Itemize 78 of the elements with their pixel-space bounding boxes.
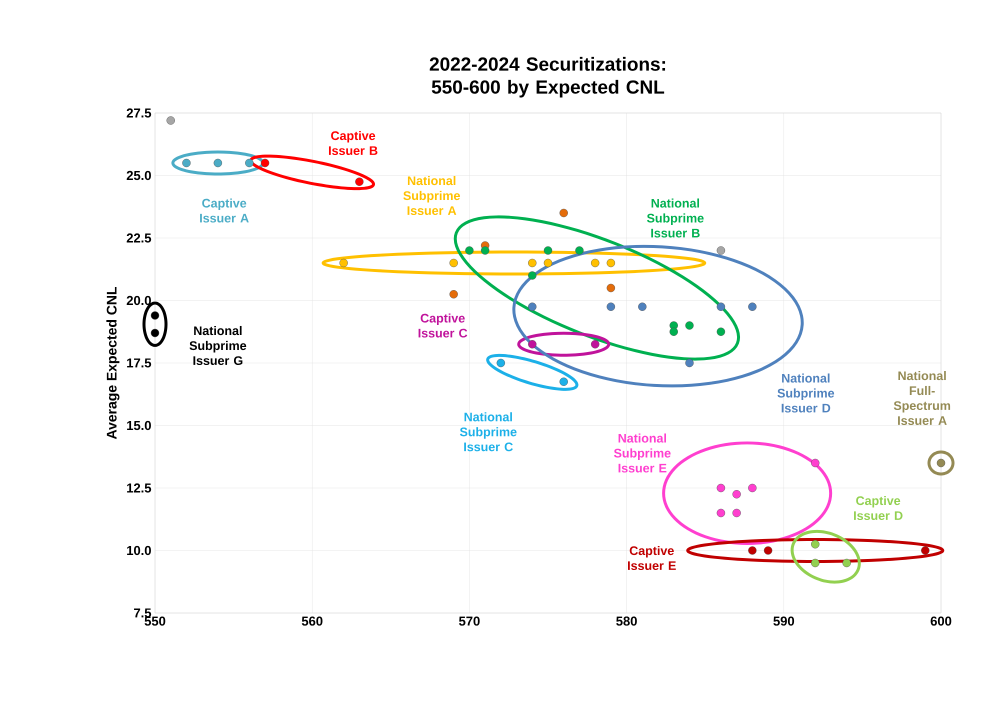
- text: National Subprime Issuer D: [777, 373, 834, 413]
- text: National Subprime Issuer E: [614, 433, 671, 473]
- point: [528, 258, 536, 268]
- point: [528, 302, 536, 311]
- x-tick-label: 590: [773, 616, 794, 626]
- point: [339, 258, 348, 268]
- point: [166, 116, 175, 125]
- point: [606, 302, 616, 311]
- text: National Subprime Issuer C: [460, 412, 517, 452]
- point: [590, 340, 600, 348]
- point: [528, 340, 536, 348]
- point: [732, 508, 741, 518]
- y-tick-label: 27.5: [126, 108, 152, 118]
- x-tick-label: 580: [616, 616, 637, 626]
- x-tick-label: 550: [144, 616, 166, 626]
- point: [842, 558, 851, 568]
- point: [528, 271, 536, 280]
- point: [150, 328, 160, 338]
- point: [921, 546, 930, 555]
- y-tick-label: 25.0: [126, 170, 151, 180]
- text: National Subprime Issuer B: [646, 198, 704, 238]
- point: [811, 558, 820, 568]
- point: [245, 158, 254, 168]
- point: [716, 328, 726, 336]
- point: [449, 290, 458, 298]
- x-tick-label: 570: [459, 616, 480, 626]
- point: [811, 458, 820, 468]
- text: National Subprime Issuer G: [190, 326, 246, 366]
- point: [606, 284, 616, 292]
- point: [811, 540, 820, 548]
- point: [260, 158, 270, 168]
- point: [465, 246, 474, 255]
- point: [716, 508, 726, 518]
- point: [480, 246, 490, 255]
- point: [764, 546, 772, 555]
- point: [716, 246, 726, 255]
- point: [685, 358, 694, 368]
- point: [748, 302, 757, 311]
- chart-title: 2022-2024 Securitizations: 550-600 by Expected CNL: [430, 56, 666, 98]
- point: [544, 246, 552, 255]
- text: National Subprime Issuer A: [403, 176, 460, 216]
- point: [670, 328, 678, 336]
- y-tick-label: 20.0: [126, 296, 151, 306]
- text: Captive Issuer C: [418, 313, 468, 338]
- point: [716, 302, 726, 311]
- point: [716, 484, 726, 492]
- point: [544, 258, 552, 268]
- x-tick-label: 560: [302, 616, 322, 626]
- point: [748, 484, 757, 492]
- y-tick-label: 15.0: [127, 420, 151, 430]
- point: [496, 358, 506, 368]
- y-tick-label: 17.5: [127, 358, 152, 368]
- text: Captive Issuer B: [328, 130, 378, 156]
- text: Captive Issuer D: [854, 496, 903, 520]
- point: [748, 546, 757, 555]
- point: [214, 158, 222, 168]
- point: [150, 311, 160, 320]
- y-tick-label: 12.5: [127, 483, 152, 493]
- point: [560, 208, 568, 218]
- text: National Full-Spectrum Issuer A: [894, 371, 950, 425]
- point: [590, 258, 600, 268]
- y-tick-label: 7.5: [134, 608, 152, 618]
- point: [182, 158, 191, 168]
- point: [638, 302, 647, 311]
- point: [606, 258, 616, 268]
- point: [685, 321, 694, 330]
- y-tick-label: 22.5: [126, 233, 152, 243]
- point: [732, 490, 741, 498]
- text: Captive Issuer E: [628, 546, 676, 570]
- point: [355, 178, 364, 186]
- point: [928, 450, 954, 476]
- y-axis-title: Average Expected CNL: [106, 286, 120, 440]
- point: [449, 258, 458, 268]
- y-tick-label: 10.0: [127, 546, 151, 556]
- point: [560, 378, 568, 386]
- point: [575, 246, 584, 255]
- text: Captive Issuer A: [200, 198, 249, 223]
- x-tick-label: 600: [930, 616, 952, 626]
